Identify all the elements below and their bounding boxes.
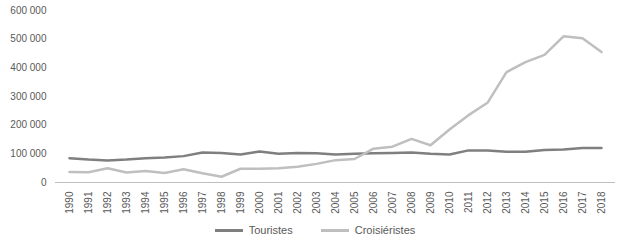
svg-text:2002: 2002 — [292, 191, 303, 214]
html-text:Touristes: Touristes — [248, 224, 293, 236]
html-text:Croisiéristes: Croisiéristes — [354, 224, 416, 236]
svg-text:1998: 1998 — [216, 191, 227, 214]
svg-text:500 000: 500 000 — [10, 33, 47, 44]
svg-text:2003: 2003 — [311, 191, 322, 214]
svg-text:2015: 2015 — [539, 191, 550, 214]
svg-text:600 000: 600 000 — [10, 5, 47, 16]
svg-text:2018: 2018 — [596, 191, 607, 214]
svg-text:2007: 2007 — [387, 191, 398, 214]
svg-text:2004: 2004 — [330, 191, 341, 214]
svg-text:1993: 1993 — [121, 191, 132, 214]
svg-text:2013: 2013 — [501, 191, 512, 214]
svg-text:2017: 2017 — [577, 191, 588, 214]
svg-text:2006: 2006 — [368, 191, 379, 214]
svg-text:2009: 2009 — [425, 191, 436, 214]
svg-text:2005: 2005 — [349, 191, 360, 214]
svg-text:1991: 1991 — [83, 191, 94, 214]
svg-text:2001: 2001 — [273, 191, 284, 214]
svg-text:100 000: 100 000 — [10, 148, 47, 159]
svg-text:2000: 2000 — [254, 191, 265, 214]
svg-text:300 000: 300 000 — [10, 91, 47, 102]
svg-text:1990: 1990 — [64, 191, 75, 214]
svg-text:1997: 1997 — [197, 191, 208, 214]
svg-text:0: 0 — [41, 177, 47, 188]
svg-text:2010: 2010 — [444, 191, 455, 214]
svg-text:2016: 2016 — [558, 191, 569, 214]
svg-text:400 000: 400 000 — [10, 62, 47, 73]
svg-text:2011: 2011 — [463, 191, 474, 213]
svg-text:200 000: 200 000 — [10, 119, 47, 130]
svg-text:1996: 1996 — [178, 191, 189, 214]
svg-text:2012: 2012 — [482, 191, 493, 214]
svg-text:1994: 1994 — [140, 191, 151, 214]
svg-text:2008: 2008 — [406, 191, 417, 214]
svg-text:2014: 2014 — [520, 191, 531, 214]
svg-text:1999: 1999 — [235, 191, 246, 214]
svg-text:1995: 1995 — [159, 191, 170, 214]
svg-text:1992: 1992 — [102, 191, 113, 214]
